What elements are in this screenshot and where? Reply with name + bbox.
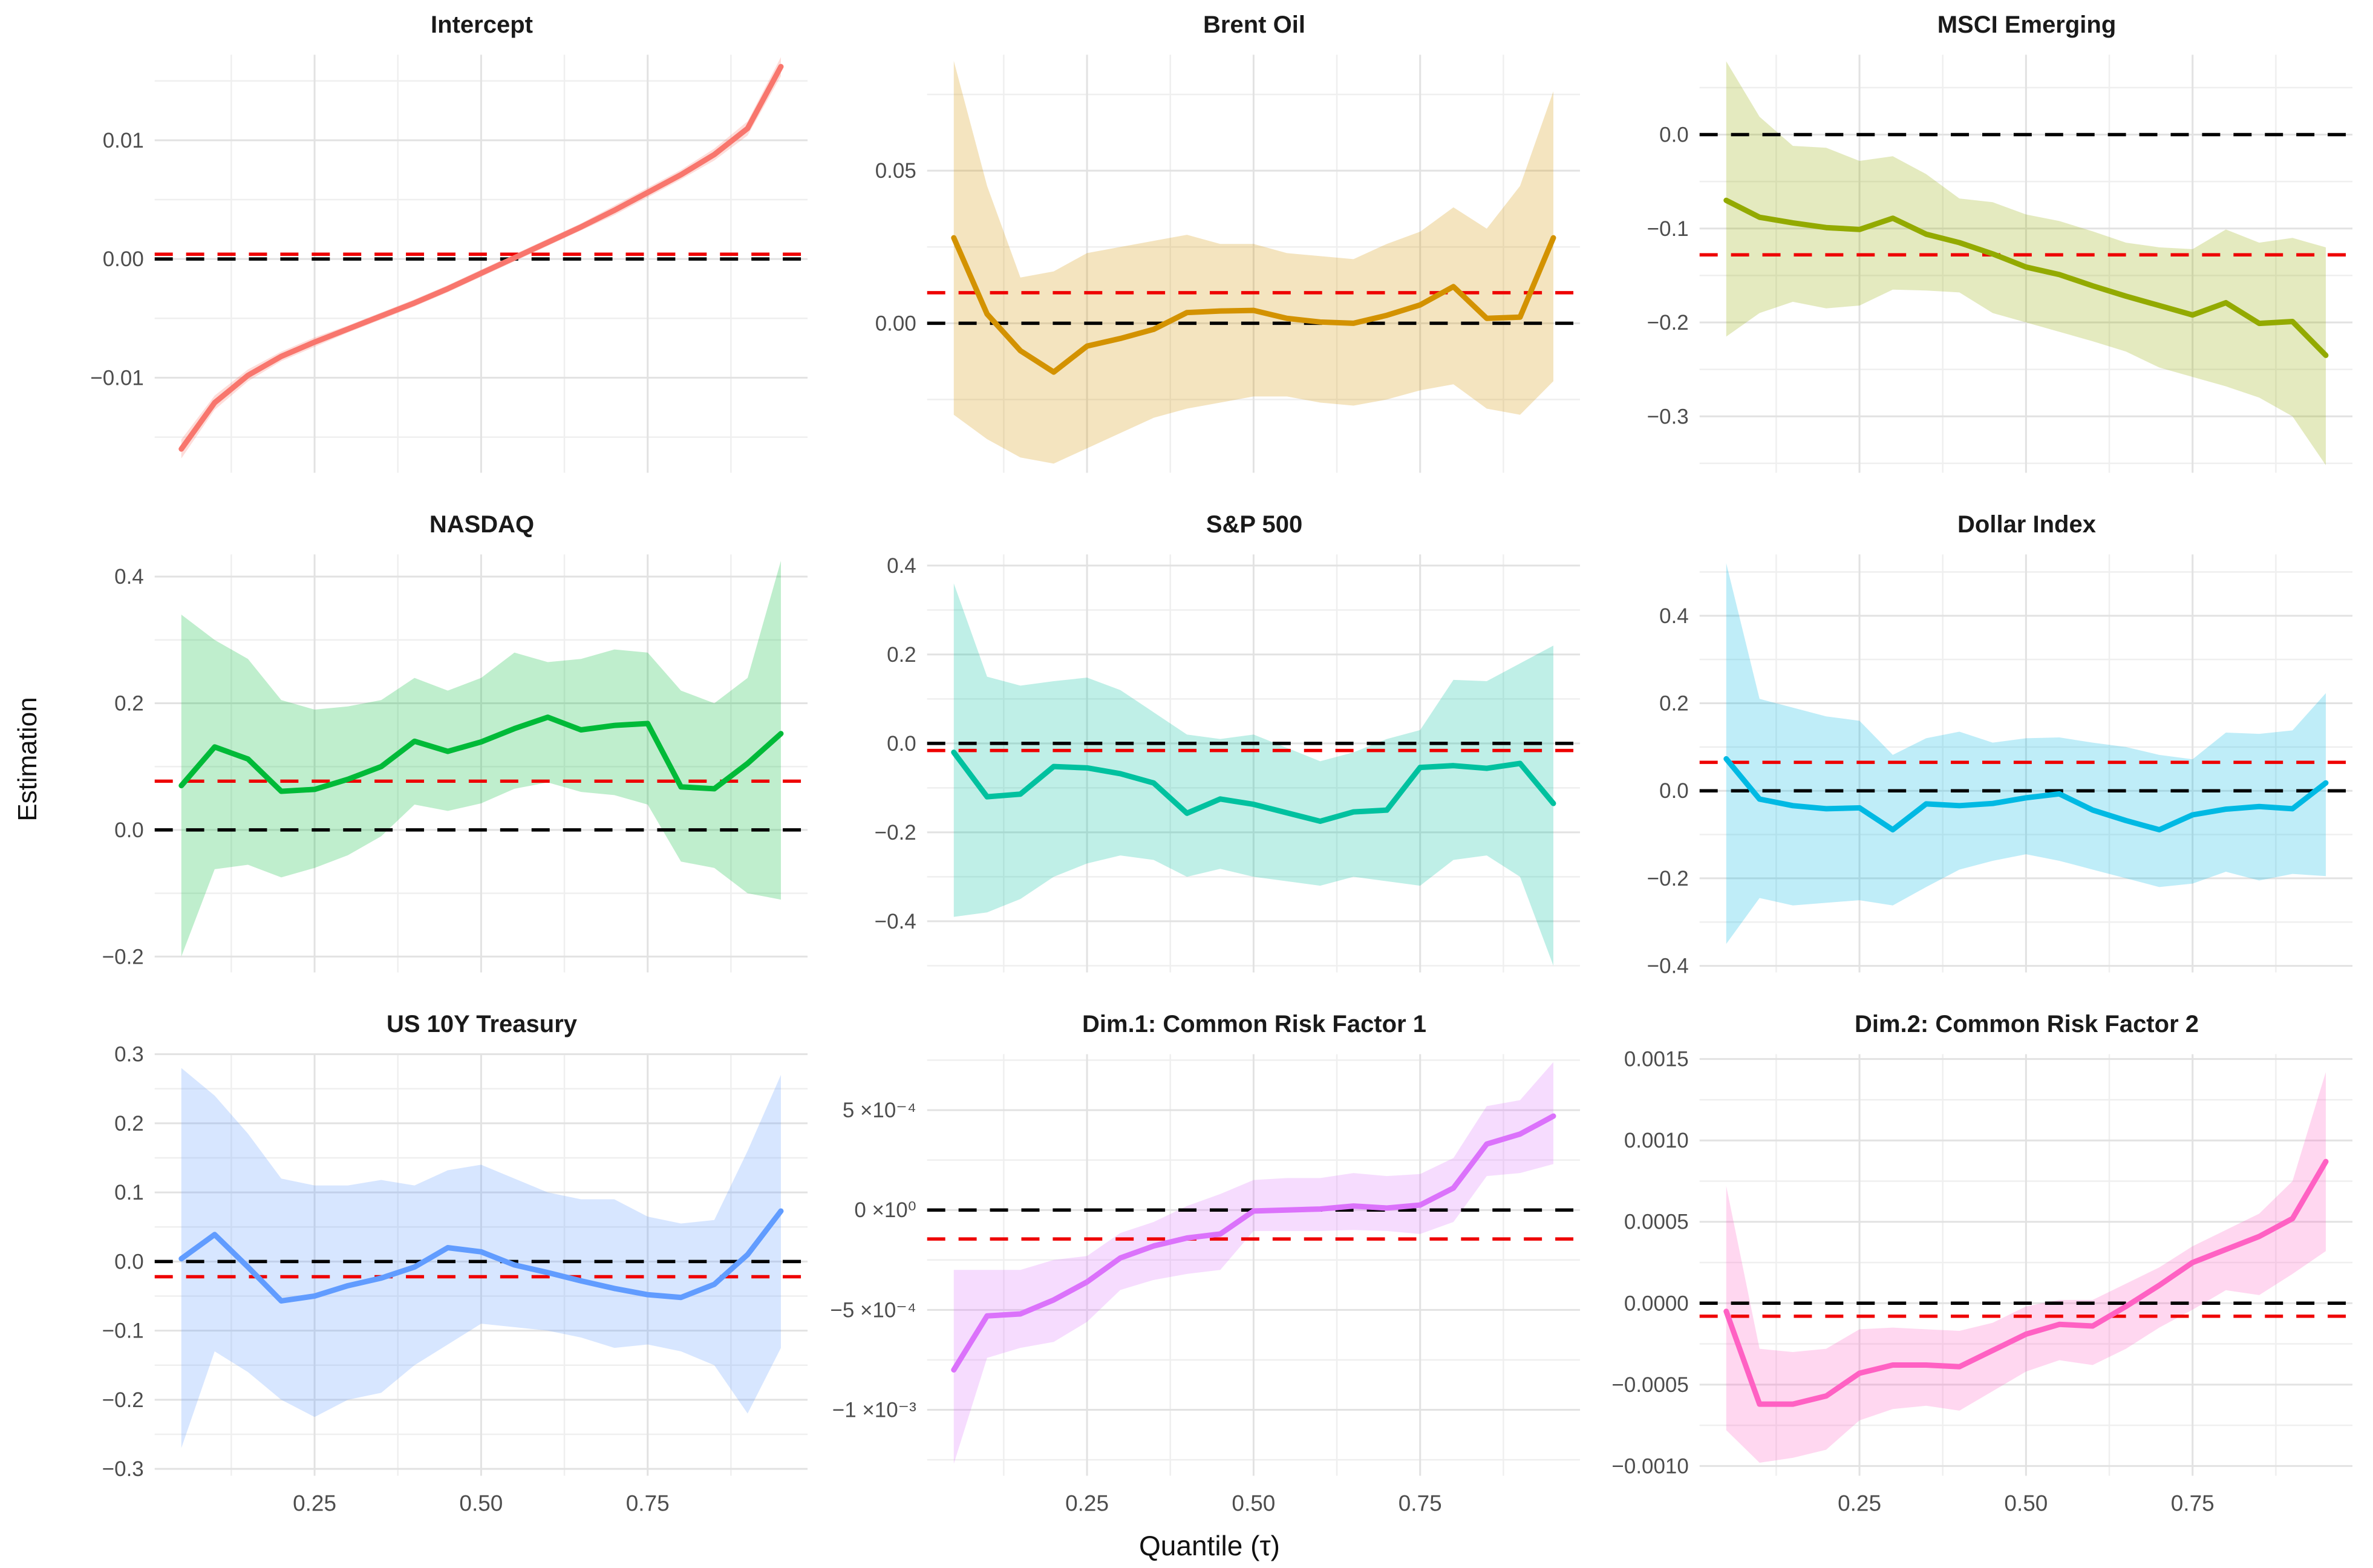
chart-canvas-intercept: 0.01 0.00 −0.01 <box>90 54 808 473</box>
confidence-ribbon <box>953 60 1553 464</box>
coefficient-line <box>178 64 784 452</box>
coefficient-line <box>951 750 1556 825</box>
y-tick-label: 0.0 <box>1659 123 1689 146</box>
y-tick-label: −0.3 <box>102 1457 144 1481</box>
confidence-ribbon <box>1726 1072 2326 1463</box>
y-tick-label: −1 ×10⁻³ <box>832 1398 916 1422</box>
confidence-ribbon <box>953 583 1553 966</box>
coefficient-line <box>1723 1158 2329 1407</box>
y-tick-label: 0.00 <box>103 247 144 271</box>
x-tick-label: 0.25 <box>293 1491 336 1515</box>
y-tick-label: −0.3 <box>1647 405 1689 428</box>
y-tick-label: −0.1 <box>102 1319 144 1343</box>
chart-canvas-brent-oil: 0.05 0.00 <box>875 54 1581 473</box>
panel-dim1-common-risk-factor-1: Dim.1: Common Risk Factor 1 5 ×10⁻⁴ 0 ×10… <box>823 1007 1596 1528</box>
y-tick-label: −0.4 <box>875 910 916 933</box>
y-tick-label: 0.0 <box>1659 779 1689 803</box>
chart-canvas-dim2: 0.0015 0.0010 0.0005 0.0000 −0.0005 −0.0010 0.… <box>1611 1048 2353 1515</box>
y-tick-label: 0.4 <box>114 565 144 589</box>
y-tick-label: 0.0 <box>887 732 916 756</box>
panel-intercept: Intercept 0.01 0.00 −0.01 <box>51 7 823 480</box>
confidence-ribbon <box>1726 563 2326 944</box>
panel-title: Dim.1: Common Risk Factor 1 <box>1082 1011 1426 1037</box>
panel-dollar-index: Dollar Index 0.4 0.2 0.0 −0.2 −0.4 <box>1596 507 2368 980</box>
confidence-ribbon <box>953 1062 1553 1464</box>
y-tick-label: −0.01 <box>90 366 143 390</box>
y-tick-label: 0 ×10⁰ <box>854 1198 916 1222</box>
y-tick-label: 0.2 <box>1659 692 1689 716</box>
x-tick-label: 0.50 <box>2004 1491 2048 1515</box>
coefficient-line <box>178 1208 784 1304</box>
y-tick-label: 0.4 <box>1659 604 1689 628</box>
panel-nasdaq: NASDAQ 0.4 0.2 0.0 −0.2 <box>51 507 823 980</box>
chart-canvas-nasdaq: 0.4 0.2 0.0 −0.2 <box>102 554 808 973</box>
y-tick-label: 0.0005 <box>1624 1210 1689 1234</box>
panel-title: NASDAQ <box>429 511 535 538</box>
panel-title: US 10Y Treasury <box>386 1011 578 1037</box>
chart-canvas-msci-emerging: 0.0 −0.1 −0.2 −0.3 <box>1647 54 2353 473</box>
y-tick-label: −0.0005 <box>1611 1373 1688 1397</box>
coefficient-line <box>951 235 1556 375</box>
panel-sp500: S&P 500 0.4 0.2 0.0 −0.2 −0.4 <box>823 507 1596 980</box>
y-tick-label: 0.0010 <box>1624 1129 1689 1152</box>
y-tick-label: 0.0000 <box>1624 1292 1689 1315</box>
x-tick-label: 0.75 <box>1399 1491 1442 1515</box>
x-axis-title: Quantile (τ) <box>1139 1530 1280 1561</box>
panel-title: Dollar Index <box>1957 511 2096 538</box>
panel-title: Brent Oil <box>1203 11 1305 38</box>
y-tick-label: −0.2 <box>102 945 144 969</box>
panel-brent-oil: Brent Oil 0.05 0.00 <box>823 7 1596 480</box>
x-tick-label: 0.50 <box>459 1491 503 1515</box>
panel-title: MSCI Emerging <box>1937 11 2117 38</box>
coefficient-line <box>951 1113 1556 1373</box>
confidence-ribbon <box>1726 61 2326 466</box>
panel-title: Intercept <box>431 11 533 38</box>
y-tick-label: 0.2 <box>114 692 144 716</box>
y-tick-label: −0.4 <box>1647 955 1689 978</box>
x-tick-label: 0.75 <box>626 1491 670 1515</box>
coefficient-line <box>178 714 784 794</box>
panel-msci-emerging: MSCI Emerging 0.0 −0.1 −0.2 −0.3 <box>1596 7 2368 480</box>
y-tick-label: 0.0015 <box>1624 1048 1689 1071</box>
x-tick-label: 0.50 <box>1232 1491 1275 1515</box>
y-tick-label: −0.0010 <box>1611 1454 1688 1478</box>
y-tick-label: 0.3 <box>114 1044 144 1067</box>
y-tick-label: 0.05 <box>875 159 916 183</box>
coefficient-line <box>1723 197 2329 358</box>
y-axis-title: Estimation <box>13 697 42 822</box>
chart-canvas-us-10y-treasury: 0.3 0.2 0.1 0.0 −0.1 −0.2 −0.3 0.25 0.50 0.75 <box>102 1044 808 1515</box>
y-tick-label: 0.01 <box>103 129 144 152</box>
y-tick-label: −0.2 <box>1647 867 1689 890</box>
x-tick-label: 0.75 <box>2171 1491 2215 1515</box>
facet-grid: Intercept 0.01 0.00 −0.01 Brent Oil 0.05 0.… <box>51 7 2368 1562</box>
panel-title: Dim.2: Common Risk Factor 2 <box>1854 1011 2199 1037</box>
y-tick-label: 5 ×10⁻⁴ <box>843 1099 916 1122</box>
panel-us-10y-treasury: US 10Y Treasury 0.3 0.2 0.1 0.0 −0.1 −0.2 −0.3… <box>51 1007 823 1528</box>
y-tick-label: −0.2 <box>102 1388 144 1412</box>
y-tick-label: 0.0 <box>114 818 144 842</box>
coefficient-line <box>1723 756 2329 833</box>
y-tick-label: −0.2 <box>1647 311 1689 335</box>
y-tick-label: −0.1 <box>1647 217 1689 241</box>
chart-canvas-dim1: 5 ×10⁻⁴ 0 ×10⁰ −5 ×10⁻⁴ −1 ×10⁻³ 0.25 0.50 0.7… <box>830 1054 1581 1515</box>
confidence-ribbon <box>181 1068 781 1448</box>
y-tick-label: 0.2 <box>887 643 916 667</box>
y-tick-label: 0.0 <box>114 1250 144 1273</box>
chart-canvas-sp500: 0.4 0.2 0.0 −0.2 −0.4 <box>875 554 1581 973</box>
x-tick-label: 0.25 <box>1838 1491 1881 1515</box>
confidence-ribbon <box>181 561 781 957</box>
y-tick-label: 0.1 <box>114 1181 144 1204</box>
y-tick-label: −0.2 <box>875 821 916 844</box>
panel-title: S&P 500 <box>1206 511 1303 538</box>
panel-dim2-common-risk-factor-2: Dim.2: Common Risk Factor 2 0.0015 0.0010… <box>1596 1007 2368 1528</box>
x-tick-label: 0.25 <box>1065 1491 1109 1515</box>
chart-canvas-dollar-index: 0.4 0.2 0.0 −0.2 −0.4 <box>1647 554 2353 978</box>
y-tick-label: 0.4 <box>887 554 916 578</box>
y-tick-label: 0.2 <box>114 1112 144 1135</box>
y-tick-label: 0.00 <box>875 312 916 335</box>
y-tick-label: −5 ×10⁻⁴ <box>830 1298 916 1322</box>
